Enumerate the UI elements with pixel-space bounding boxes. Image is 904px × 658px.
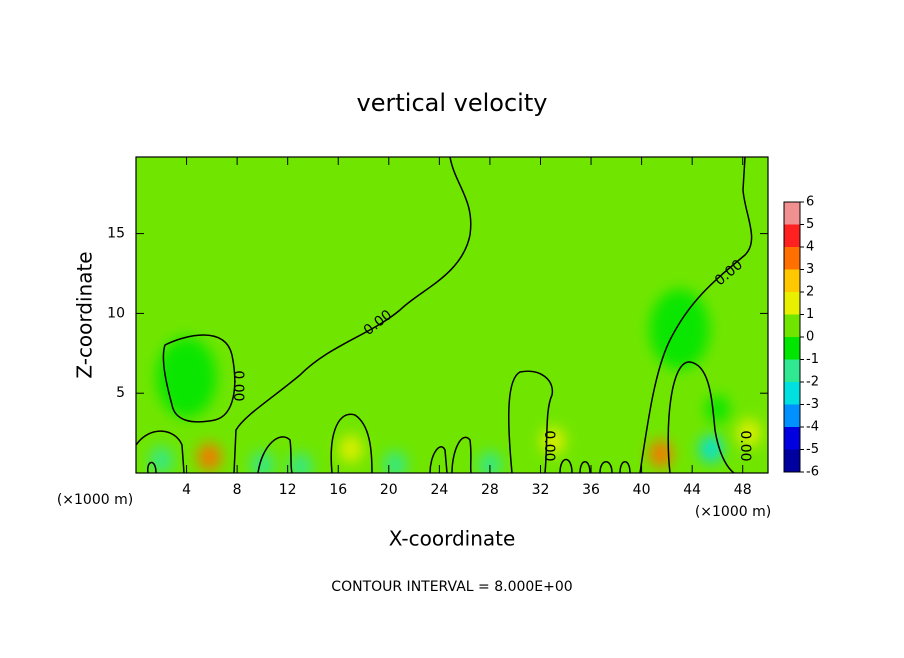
colorbar-tick-label: 2 xyxy=(806,285,814,300)
colorbar-tick-label: -4 xyxy=(806,420,819,435)
x-axis-label: X-coordinate xyxy=(389,527,516,551)
colorbar-tick-label: -1 xyxy=(806,352,819,367)
colorbar-swatch xyxy=(784,314,800,337)
x-tick-label: 40 xyxy=(633,482,651,498)
x-tick-label: 36 xyxy=(582,482,600,498)
colorbar-swatch xyxy=(784,404,800,427)
field-anomaly xyxy=(477,451,502,473)
colorbar-swatch xyxy=(784,247,800,270)
x-tick-label: 48 xyxy=(734,482,752,498)
x-unit-label: (×1000 m) xyxy=(57,492,133,508)
colorbar-tick-label: 0 xyxy=(806,330,814,345)
y-tick-label: 15 xyxy=(107,226,125,242)
x-tick-label: 32 xyxy=(532,482,550,498)
colorbar-tick-label: -6 xyxy=(806,465,819,480)
field-anomaly xyxy=(288,452,313,473)
chart-title: vertical velocity xyxy=(357,89,548,117)
colorbar-swatch xyxy=(784,337,800,360)
colorbar-swatch xyxy=(784,292,800,315)
x-tick-label: 20 xyxy=(380,482,398,498)
colorbar-swatch xyxy=(784,202,800,225)
colorbar-swatch xyxy=(784,382,800,405)
colorbar-tick-label: -2 xyxy=(806,375,819,390)
colorbar-swatch xyxy=(784,427,800,450)
x-tick-label: 16 xyxy=(329,482,347,498)
colorbar-tick-label: 4 xyxy=(806,240,814,255)
field-anomaly xyxy=(149,446,174,473)
y-tick-label: 10 xyxy=(107,305,125,321)
colorbar-swatch xyxy=(784,224,800,247)
field-anomaly xyxy=(383,451,408,473)
plot-frame xyxy=(135,156,769,474)
colorbar-tick-label: 6 xyxy=(806,195,814,210)
x-tick-label: 4 xyxy=(182,482,191,498)
colorbar: 6 5 4 3 2 1 0 -1 -2 -3 -4 -5 -6 xyxy=(783,195,819,480)
colorbar-tick-label: -5 xyxy=(806,442,819,457)
colorbar-tick-label: 5 xyxy=(806,217,814,232)
x-unit-label: (×1000 m) xyxy=(695,504,771,520)
x-tick-label: 28 xyxy=(481,482,499,498)
field-anomaly xyxy=(197,443,222,472)
x-tick-label: 24 xyxy=(430,482,448,498)
x-tick-label: 8 xyxy=(233,482,242,498)
field-anomaly xyxy=(648,439,673,468)
field-anomaly xyxy=(250,451,275,473)
colorbar-tick-label: 1 xyxy=(806,307,814,322)
y-tick-label: 5 xyxy=(116,385,125,401)
colorbar-swatch xyxy=(784,449,800,472)
x-tick-label: 44 xyxy=(683,482,701,498)
contour-label: 0.00 xyxy=(737,430,753,461)
field-anomaly xyxy=(156,337,217,418)
colorbar-swatch xyxy=(784,359,800,382)
x-tick-label: 12 xyxy=(279,482,297,498)
colorbar-tick-label: 3 xyxy=(806,262,814,277)
field-anomaly xyxy=(649,289,710,370)
footnote: CONTOUR INTERVAL = 8.000E+00 xyxy=(331,579,572,595)
contour-lines xyxy=(136,157,753,473)
contour-label: 0.00 xyxy=(230,370,246,401)
contour-label: 0.00 xyxy=(541,430,557,461)
field-anomaly xyxy=(737,419,762,448)
field-anomaly xyxy=(705,395,730,424)
colorbar-tick-label: -3 xyxy=(806,397,819,412)
field-anomaly xyxy=(338,435,363,464)
y-axis-label: Z-coordinate xyxy=(73,251,97,378)
colorbar-swatch xyxy=(784,269,800,292)
